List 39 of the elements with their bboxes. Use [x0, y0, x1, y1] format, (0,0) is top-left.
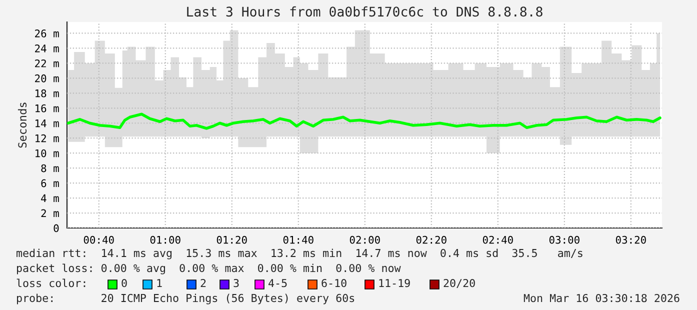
line-series: [67, 112, 662, 130]
x-tick-label: 02:00: [350, 236, 380, 244]
y-tick-label: 8 m: [41, 164, 59, 172]
x-tick-label: 01:00: [150, 236, 180, 244]
y-tick-label: 2 m: [41, 209, 59, 218]
y-tick-label: 20 m: [35, 74, 59, 82]
y-axis-title: Seconds: [18, 102, 27, 148]
y-tick-label: 18 m: [36, 89, 59, 98]
text: probe: 20 ICMP Echo Pings (56 Bytes) every 60s: [17, 294, 354, 304]
y-tick-label: 12 m: [36, 134, 59, 142]
text: packet loss: 0.00 % avg 0.00 % max 0.00 % min 0.00 % now: [17, 264, 401, 274]
y-tick-label: 14 m: [36, 120, 59, 128]
text: median rtt: 14.1 ms avg 15.3 ms max 13.2 ms min 14.7 ms now 0.4 ms sd 35.5 am/s: [16, 248, 582, 260]
y-tick-label: 0: [54, 224, 59, 232]
y-tick-label: 4 m: [41, 194, 59, 202]
text: 1: [157, 279, 162, 288]
text: loss color:: [16, 278, 86, 288]
y-tick-label: 26 m: [35, 29, 59, 38]
y-tick-label: 22 m: [35, 59, 59, 68]
x-tick-label: 01:20: [216, 236, 247, 244]
y-tick-label: 10 m: [36, 149, 59, 158]
text: 3: [234, 278, 239, 288]
y-tick-label: 6 m: [41, 179, 59, 188]
x-tick-label: 01:40: [283, 236, 314, 244]
y-tick-label: 24 m: [35, 44, 59, 52]
text: 4-5: [268, 279, 287, 288]
x-tick-label: 02:40: [482, 236, 513, 244]
x-tick-label: 00:40: [84, 236, 114, 244]
chart-title: Last 3 Hours from 0a0bf5170c6c to DNS 8.8.8.8: [187, 6, 542, 17]
y-tick-label: 16 m: [36, 104, 59, 112]
text: 2: [200, 278, 206, 288]
x-tick-label: 02:20: [416, 236, 446, 244]
text: 6-10: [322, 278, 346, 288]
text: 0: [122, 278, 127, 288]
x-tick-label: 03:20: [616, 236, 646, 244]
text: Mon Mar 16 03:30:18 2026: [524, 294, 680, 302]
text: 20/20: [444, 278, 475, 288]
text: 11-19: [379, 278, 410, 288]
x-tick-label: 03:00: [549, 236, 580, 244]
